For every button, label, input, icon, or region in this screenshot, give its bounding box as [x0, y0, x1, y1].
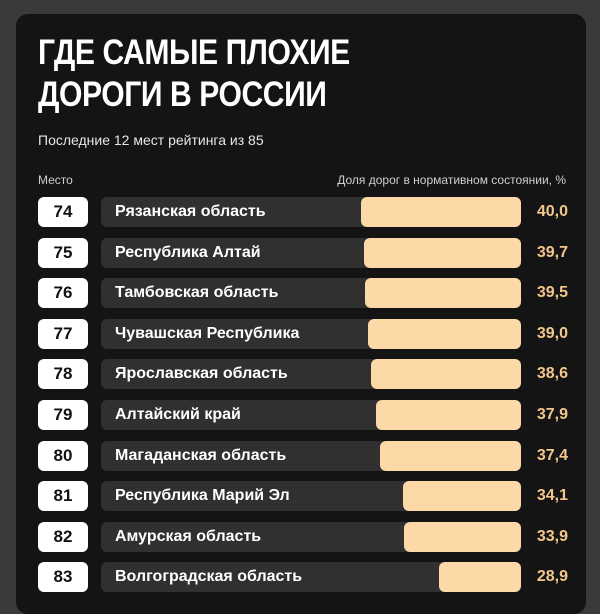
bar-track: Тамбовская область	[101, 278, 521, 308]
bar-track: Алтайский край	[101, 400, 521, 430]
chart-title: ГДЕ САМЫЕ ПЛОХИЕ ДОРОГИ В РОССИИ	[38, 32, 485, 116]
rank-badge: 80	[38, 441, 88, 471]
bar-track: Амурская область	[101, 522, 521, 552]
bar-track: Республика Марий Эл	[101, 481, 521, 511]
region-label: Тамбовская область	[115, 284, 279, 301]
bar-track: Республика Алтай	[101, 238, 521, 268]
rank-column-label: Место	[38, 173, 73, 187]
region-label: Чувашская Республика	[115, 325, 300, 342]
value-label: 34,1	[536, 487, 568, 504]
bar-track: Ярославская область	[101, 359, 521, 389]
bar	[379, 441, 521, 471]
bar-track: Волгоградская область	[101, 562, 521, 592]
rank-badge: 81	[38, 481, 88, 511]
bar-track: Магаданская область	[101, 441, 521, 471]
rank-badge: 83	[38, 562, 88, 592]
rank-badge: 75	[38, 238, 88, 268]
value-label: 39,7	[536, 244, 568, 261]
region-label: Республика Марий Эл	[115, 487, 290, 504]
region-label: Волгоградская область	[115, 568, 303, 585]
rank-badge: 82	[38, 522, 88, 552]
bar	[368, 319, 521, 349]
bar	[404, 522, 521, 552]
chart-subtitle: Последние 12 мест рейтинга из 85	[38, 132, 264, 148]
rank-badge: 77	[38, 319, 88, 349]
value-label: 39,5	[536, 284, 568, 301]
chart-card	[16, 14, 586, 614]
value-label: 28,9	[536, 568, 568, 585]
rank-badge: 76	[38, 278, 88, 308]
bar	[402, 481, 521, 511]
region-label: Рязанская область	[115, 203, 266, 220]
bar	[361, 197, 521, 227]
rank-badge: 74	[38, 197, 88, 227]
bar	[364, 278, 521, 308]
rank-badge: 79	[38, 400, 88, 430]
region-label: Амурская область	[115, 528, 262, 545]
value-column-label: Доля дорог в нормативном состоянии, %	[337, 173, 566, 187]
value-label: 38,6	[536, 365, 568, 382]
bar	[376, 400, 521, 430]
region-label: Ярославская область	[115, 365, 288, 382]
value-label: 37,4	[536, 447, 568, 464]
bar-track: Рязанская область	[101, 197, 521, 227]
region-label: Республика Алтай	[115, 244, 261, 261]
value-label: 39,0	[536, 325, 568, 342]
bar-rows: 74 Рязанская область 40,0 75 Республика Алта…	[38, 197, 568, 592]
title-line-2: ДОРОГИ В РОССИИ	[38, 75, 327, 114]
bar-track: Чувашская Республика	[101, 319, 521, 349]
bar	[363, 238, 521, 268]
title-line-1: ГДЕ САМЫЕ ПЛОХИЕ	[38, 33, 350, 72]
value-label: 37,9	[536, 406, 568, 423]
rank-badge: 78	[38, 359, 88, 389]
value-label: 40,0	[536, 203, 568, 220]
bar	[439, 562, 521, 592]
region-label: Алтайский край	[115, 406, 241, 423]
region-label: Магаданская область	[115, 447, 287, 464]
value-label: 33,9	[536, 528, 568, 545]
bar	[371, 359, 521, 389]
